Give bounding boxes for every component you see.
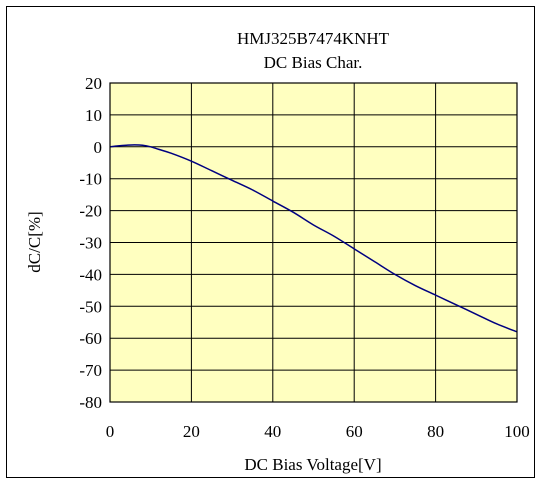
y-axis-label: dC/C[%]: [25, 211, 44, 272]
gridlines: [109, 82, 518, 403]
x-tick-label: 20: [183, 422, 200, 441]
x-axis-label: DC Bias Voltage[V]: [244, 455, 381, 474]
y-tick-label: -10: [79, 170, 102, 189]
x-tick-label: 80: [427, 422, 444, 441]
y-tick-label: -80: [79, 393, 102, 412]
x-tick-label: 60: [346, 422, 363, 441]
x-tick-label: 40: [264, 422, 281, 441]
y-tick-label: 10: [85, 106, 102, 125]
x-tick-labels: 0 20 40 60 80 100: [106, 422, 530, 441]
y-tick-label: -40: [79, 265, 102, 284]
plot-border: [109, 82, 518, 403]
series-line: [109, 144, 518, 333]
x-tick-label: 0: [106, 422, 115, 441]
y-tick-labels: 20 10 0 -10 -20 -30 -40 -50 -60 -70 -80: [79, 74, 102, 412]
y-tick-label: -20: [79, 202, 102, 221]
chart-subtitle: DC Bias Char.: [264, 53, 363, 72]
y-tick-label: -50: [79, 297, 102, 316]
y-tick-label: 20: [85, 74, 102, 93]
x-tick-label: 100: [504, 422, 530, 441]
y-tick-label: -60: [79, 329, 102, 348]
y-tick-label: 0: [94, 138, 103, 157]
chart-title: HMJ325B7474KNHT: [237, 29, 390, 48]
y-tick-label: -70: [79, 361, 102, 380]
y-tick-label: -30: [79, 234, 102, 253]
